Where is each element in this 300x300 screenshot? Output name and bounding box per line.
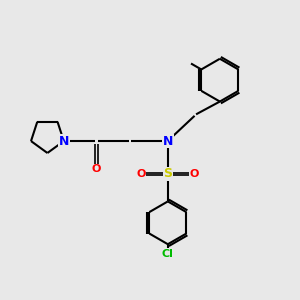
- Text: N: N: [163, 135, 173, 148]
- Text: O: O: [92, 164, 101, 174]
- Text: S: S: [163, 167, 172, 180]
- Text: N: N: [58, 135, 69, 148]
- Text: O: O: [190, 169, 199, 179]
- Text: Cl: Cl: [162, 249, 174, 259]
- Text: O: O: [136, 169, 146, 179]
